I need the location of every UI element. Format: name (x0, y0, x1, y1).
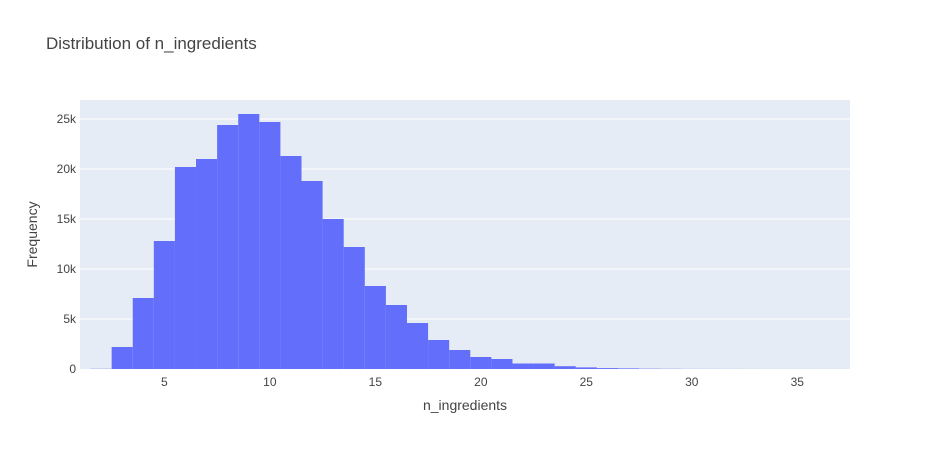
histogram-bar (280, 156, 302, 369)
x-tick-label: 15 (369, 375, 383, 389)
histogram-bar (153, 241, 175, 369)
histogram-bar (301, 181, 323, 369)
histogram-bar (554, 366, 576, 369)
histogram-bar (617, 368, 640, 369)
y-axis-ticks: 0 5k 10k 15k 20k 25k (57, 112, 77, 376)
y-tick-label: 15k (57, 212, 77, 226)
histogram-bar (196, 159, 218, 369)
histogram-bar (364, 286, 386, 369)
histogram-bar (533, 363, 555, 369)
histogram-bar (596, 368, 618, 369)
histogram-bar (385, 305, 407, 369)
histogram-bar (470, 357, 492, 369)
chart-title: Distribution of n_ingredients (46, 34, 257, 53)
histogram-bar (238, 114, 260, 369)
x-tick-label: 5 (161, 375, 168, 389)
histogram-bar (174, 167, 197, 369)
y-tick-label: 0 (69, 362, 76, 376)
bars (90, 114, 850, 369)
y-tick-label: 20k (57, 162, 77, 176)
histogram-bar (428, 340, 450, 369)
histogram-bar (111, 347, 133, 369)
histogram-bar (512, 363, 534, 369)
y-tick-label: 25k (57, 112, 77, 126)
histogram-bar (449, 350, 471, 369)
y-tick-label: 10k (57, 262, 77, 276)
x-axis-ticks: 5 10 15 20 25 30 35 (161, 375, 804, 389)
histogram-bar (132, 298, 154, 369)
histogram-bar (491, 359, 513, 369)
histogram-bar (322, 219, 344, 369)
x-axis-title: n_ingredients (423, 397, 507, 413)
histogram-bar (259, 122, 281, 369)
x-tick-label: 20 (474, 375, 488, 389)
histogram-bar (217, 125, 239, 369)
x-tick-label: 25 (580, 375, 594, 389)
x-tick-label: 30 (685, 375, 699, 389)
histogram-bar (575, 367, 597, 369)
x-tick-label: 35 (791, 375, 805, 389)
y-axis-title: Frequency (24, 201, 40, 267)
histogram-bar (406, 323, 429, 369)
x-tick-label: 10 (263, 375, 277, 389)
y-tick-label: 5k (63, 312, 77, 326)
histogram-bar (343, 247, 365, 369)
